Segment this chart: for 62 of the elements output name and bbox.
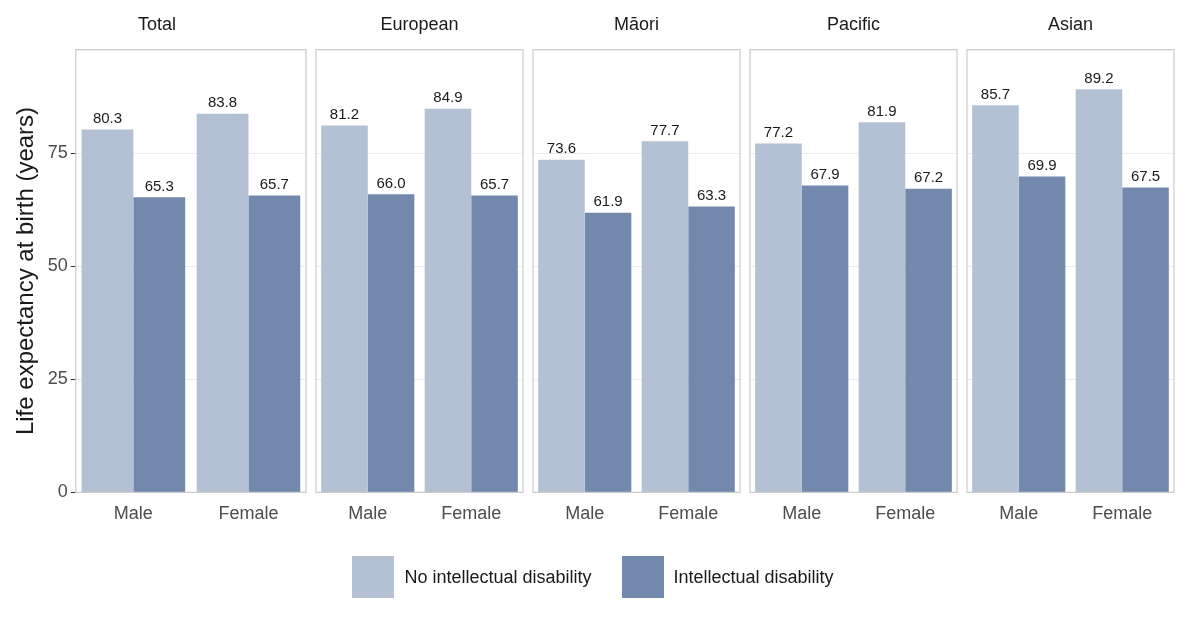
- bar: [905, 188, 952, 492]
- x-tick-label: Female: [658, 503, 719, 524]
- data-label: 65.7: [259, 175, 289, 193]
- data-label: 66.0: [376, 173, 406, 191]
- x-tick-label: Female: [875, 503, 936, 524]
- data-label: 61.9: [593, 192, 623, 210]
- data-label: 81.9: [867, 101, 897, 119]
- legend-label: Intellectual disability: [673, 566, 834, 588]
- bar: [196, 113, 249, 492]
- bar: [858, 122, 906, 492]
- x-tick-label: Male: [113, 503, 153, 524]
- x-tick-label: Male: [782, 503, 822, 524]
- data-label: 69.9: [1027, 156, 1057, 174]
- y-tick-label: 25: [47, 368, 68, 389]
- y-tick-label: 0: [57, 481, 68, 502]
- chart-title: Total: [137, 13, 177, 34]
- bar: [584, 212, 632, 492]
- bar: [471, 195, 518, 492]
- y-tick-label: 75: [47, 142, 68, 163]
- x-tick-label: Female: [1092, 503, 1153, 524]
- data-label: 73.6: [546, 139, 577, 157]
- bar: [367, 194, 415, 492]
- bar: [321, 125, 368, 492]
- bar: [1075, 89, 1123, 492]
- chart-title: Māori: [613, 13, 660, 34]
- data-label: 65.7: [479, 175, 510, 193]
- bar: [81, 129, 134, 492]
- data-label: 80.3: [92, 109, 123, 127]
- x-tick-label: Male: [348, 503, 388, 524]
- y-tick-label: 50: [47, 255, 68, 276]
- y-axis-title: Life expectancy at birth (years): [11, 106, 39, 436]
- chart-title: Asian: [1047, 13, 1094, 34]
- bar: [1122, 187, 1169, 492]
- x-tick-label: Male: [565, 503, 605, 524]
- data-label: 83.8: [207, 93, 238, 111]
- bar: [424, 108, 472, 492]
- x-tick-label: Male: [999, 503, 1039, 524]
- x-tick-label: Female: [441, 503, 502, 524]
- bar: [688, 206, 735, 492]
- bar: [538, 159, 585, 492]
- data-label: 81.2: [329, 105, 360, 123]
- legend-label: No intellectual disability: [404, 566, 592, 588]
- x-tick-label: Female: [218, 503, 279, 524]
- data-label: 89.2: [1084, 69, 1114, 86]
- data-label: 67.9: [810, 165, 840, 183]
- bar: [248, 195, 301, 492]
- data-label: 67.5: [1130, 167, 1161, 185]
- data-label: 67.2: [913, 168, 944, 186]
- data-label: 85.7: [980, 84, 1011, 102]
- bar: [972, 105, 1019, 492]
- bar: [1018, 176, 1066, 492]
- bar: [133, 197, 186, 492]
- bar: [641, 141, 689, 492]
- chart-title: Pacific: [826, 13, 881, 34]
- data-label: 77.7: [650, 120, 680, 138]
- bar: [801, 185, 849, 492]
- bar: [755, 143, 802, 492]
- data-label: 65.3: [144, 176, 174, 194]
- data-label: 84.9: [433, 88, 463, 106]
- data-label: 63.3: [696, 186, 727, 204]
- data-label: 77.2: [763, 123, 794, 141]
- chart-title: European: [380, 13, 459, 34]
